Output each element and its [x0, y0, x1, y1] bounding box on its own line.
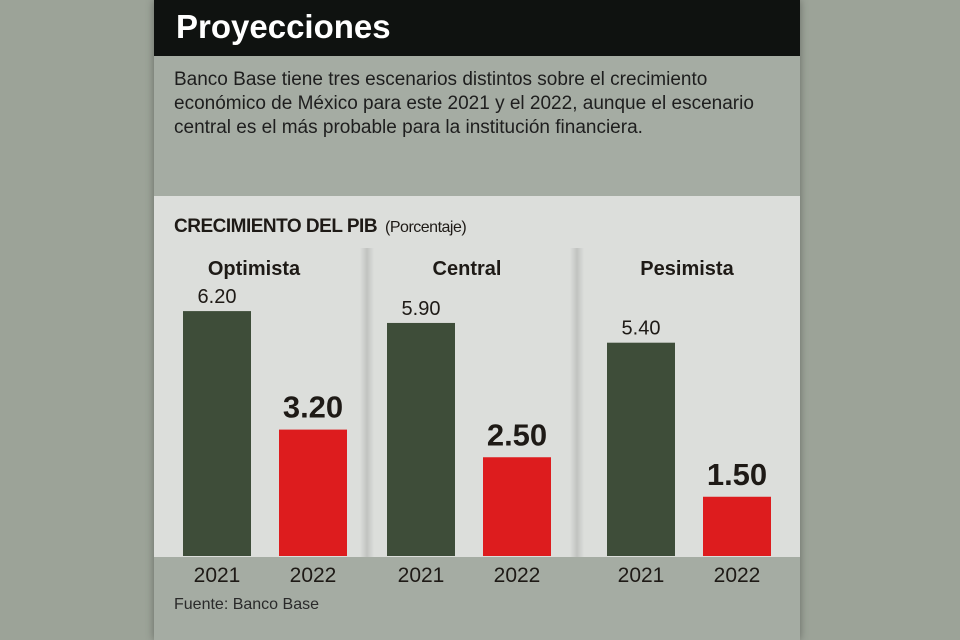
data-label: 5.90: [402, 298, 441, 320]
header-bar: Proyecciones: [154, 0, 800, 56]
x-tick-label: 2022: [714, 564, 761, 587]
data-label: 1.50: [707, 457, 767, 492]
x-tick-label: 2022: [494, 564, 541, 587]
chart-subtitle: (Porcentaje): [385, 219, 467, 236]
chart-title-text: CRECIMIENTO DEL PIB: [174, 216, 378, 237]
x-tick-label: 2021: [398, 564, 445, 587]
bar-chart: 6.20 2021 3.20 2022 5.90 2021 2.50 2022 5.40 2021…: [183, 286, 771, 587]
bar-optimista-2021: [183, 311, 251, 556]
chart-title: CRECIMIENTO DEL PIB (Porcentaje): [174, 216, 467, 238]
data-label: 2.50: [487, 417, 547, 452]
x-tick-label: 2021: [194, 564, 241, 587]
infographic-panel: Proyecciones Banco Base tiene tres escen…: [154, 0, 800, 640]
data-label: 3.20: [283, 390, 343, 425]
group-label-pesimista: Pesimista: [640, 258, 734, 280]
intro-text: Banco Base tiene tres escenarios distint…: [174, 69, 754, 138]
bar-central-2021: [387, 322, 455, 556]
data-label: 6.20: [198, 286, 237, 308]
x-tick-label: 2021: [618, 564, 665, 587]
bar-optimista-2022: [279, 429, 347, 556]
bar-pesimista-2022: [703, 496, 771, 556]
title: Proyecciones: [176, 8, 391, 45]
chart-area: CRECIMIENTO DEL PIB (Porcentaje) Optimist…: [154, 196, 800, 557]
source-note: Fuente: Banco Base: [174, 596, 319, 613]
group-separator: [570, 248, 584, 557]
x-tick-label: 2022: [290, 564, 337, 587]
group-separator: [360, 248, 374, 557]
data-label: 5.40: [622, 318, 661, 340]
group-label-optimista: Optimista: [207, 258, 301, 280]
group-label-central: Central: [432, 258, 502, 280]
bar-pesimista-2021: [607, 342, 675, 556]
bar-central-2022: [483, 457, 551, 556]
